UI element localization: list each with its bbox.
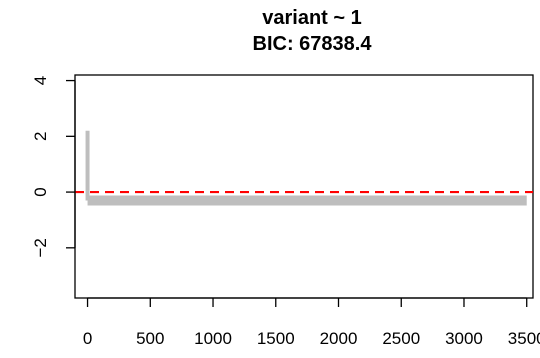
chart-title: variant ~ 1 [262,7,362,29]
plot-frame [74,74,534,299]
x-tick-label: 1000 [194,329,232,348]
chart-subtitle: BIC: 67838.4 [253,33,373,55]
y-tick-label: −2 [31,238,50,257]
x-tick-label: 2500 [382,329,420,348]
axis-layer: 0 500 1000 1500 2000 2500 3000 3500 −2 0 2 4 [31,76,540,348]
y-tick-label: 2 [31,132,50,141]
x-tick-label: 0 [83,329,92,348]
data-layer [75,130,533,206]
x-tick-label: 2000 [320,329,358,348]
x-tick-label: 3000 [445,329,483,348]
x-tick-label: 3500 [508,329,540,348]
x-tick-label: 1500 [257,329,295,348]
y-tick-label: 4 [31,76,50,85]
x-tick-label: 500 [136,329,164,348]
y-tick-label: 0 [31,187,50,196]
